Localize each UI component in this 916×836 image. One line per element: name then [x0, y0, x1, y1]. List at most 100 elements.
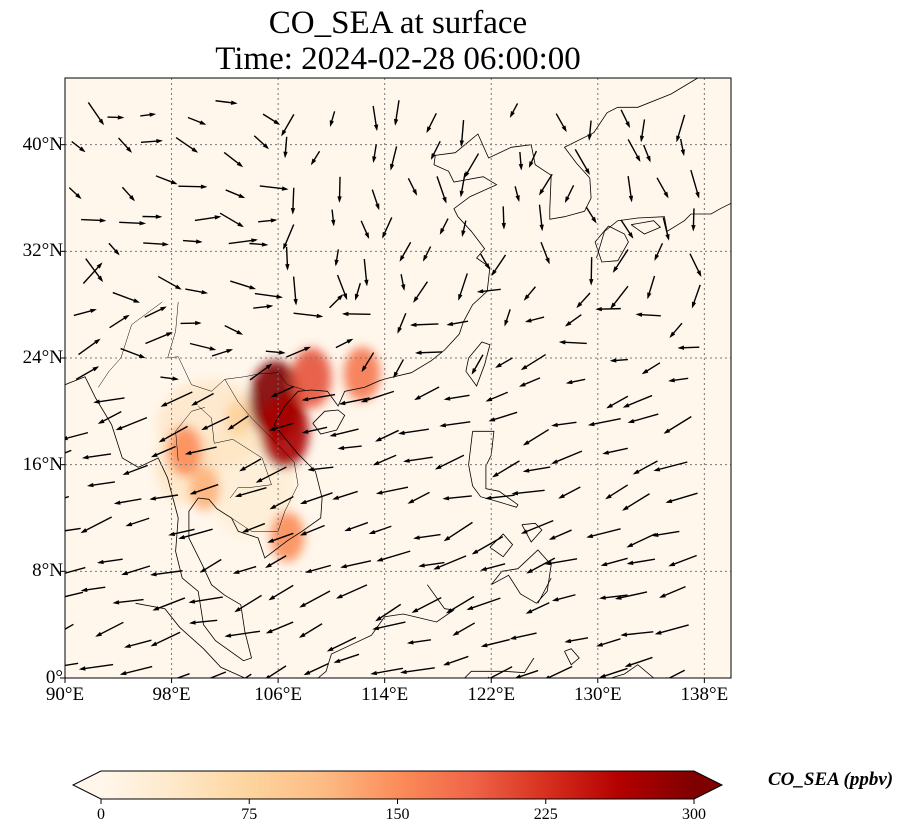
- wind-arrow: [492, 460, 520, 478]
- wind-arrow: [299, 590, 331, 608]
- wind-arrow: [484, 494, 515, 501]
- colorbar: [71, 770, 724, 804]
- wind-arrow: [65, 431, 89, 441]
- wind-arrow: [564, 184, 575, 204]
- wind-arrow: [691, 284, 701, 309]
- wind-arrow: [480, 253, 490, 270]
- wind-arrow: [643, 144, 651, 163]
- wind-arrow: [439, 421, 471, 428]
- x-tick-label: 98°E: [152, 684, 191, 705]
- wind-arrow: [458, 273, 468, 301]
- wind-arrow: [241, 522, 266, 533]
- wind-arrow: [446, 320, 469, 327]
- wind-arrow: [622, 394, 653, 408]
- wind-arrow: [609, 358, 628, 363]
- wind-arrow: [610, 285, 629, 309]
- wind-arrow: [659, 585, 686, 598]
- wind-arrow: [443, 521, 473, 542]
- wind-arrow: [178, 528, 213, 540]
- wind-arrow: [443, 394, 470, 401]
- wind-arrow: [413, 533, 441, 540]
- wind-arrow: [545, 665, 573, 678]
- wind-arrow: [187, 116, 207, 125]
- wind-arrow: [269, 496, 294, 510]
- wind-arrow: [85, 258, 104, 283]
- wind-arrow: [585, 206, 597, 224]
- wind-arrow: [599, 594, 628, 600]
- co-hotspot: [270, 511, 305, 562]
- wind-arrow: [255, 466, 287, 483]
- wind-arrow: [329, 428, 359, 437]
- wind-arrow: [73, 308, 97, 317]
- wind-arrow: [445, 595, 475, 614]
- wind-arrow: [249, 242, 269, 247]
- wind-arrow: [155, 175, 178, 185]
- wind-arrow: [188, 596, 223, 604]
- wind-arrow: [303, 662, 329, 676]
- wind-arrow: [140, 112, 157, 117]
- colorbar-tick-label: 75: [241, 806, 258, 823]
- wind-arrow: [265, 350, 286, 355]
- wind-arrow: [626, 532, 657, 548]
- wind-arrow: [669, 322, 683, 338]
- wind-arrow: [564, 637, 589, 644]
- wind-arrow: [180, 320, 202, 326]
- wind-arrow: [158, 425, 188, 443]
- wind-arrow: [612, 249, 629, 273]
- wind-arrow: [587, 120, 592, 141]
- wind-arrow: [596, 638, 621, 647]
- wind-arrow: [305, 564, 332, 573]
- wind-arrow: [145, 332, 173, 345]
- wind-arrow: [641, 362, 661, 375]
- wind-arrow: [117, 137, 133, 153]
- wind-arrow: [201, 416, 230, 431]
- wind-arrow: [635, 312, 661, 317]
- wind-arrow: [149, 494, 179, 501]
- wind-arrow: [191, 392, 214, 406]
- wind-arrow: [189, 619, 218, 625]
- wind-arrow: [622, 493, 650, 511]
- wind-arrow: [551, 450, 583, 464]
- wind-arrow: [283, 136, 288, 159]
- wind-arrow: [522, 428, 550, 446]
- wind-arrow: [372, 144, 377, 163]
- wind-arrow: [544, 558, 578, 566]
- wind-arrow: [370, 667, 404, 676]
- wind-arrow: [124, 639, 152, 648]
- wind-arrow: [488, 411, 518, 422]
- wind-arrow: [253, 304, 274, 309]
- wind-arrow: [310, 150, 321, 166]
- x-tick-label: 130°E: [573, 684, 622, 705]
- coastline-segment: [490, 549, 552, 604]
- wind-arrow: [185, 288, 209, 295]
- colorbar-extend-high: [694, 771, 722, 799]
- wind-arrow: [495, 357, 513, 368]
- wind-arrow: [93, 397, 125, 404]
- wind-arrow: [326, 636, 357, 652]
- wind-arrow: [654, 242, 664, 261]
- wind-arrow: [168, 528, 195, 536]
- wind-arrow: [108, 242, 120, 256]
- wind-arrow: [476, 288, 501, 294]
- wind-arrow: [620, 109, 631, 129]
- wind-arrow: [400, 667, 435, 675]
- wind-arrow: [95, 621, 124, 637]
- wind-arrow: [219, 212, 244, 228]
- wind-arrow: [632, 460, 658, 475]
- coastline-segment: [465, 341, 491, 387]
- wind-arrow: [654, 624, 689, 635]
- wind-arrow: [125, 517, 150, 527]
- wind-arrow: [122, 464, 148, 475]
- coastline-segment: [610, 664, 654, 678]
- wind-arrow: [199, 558, 222, 573]
- wind-arrow: [239, 458, 262, 472]
- wind-arrow: [112, 291, 141, 303]
- wind-arrow: [382, 217, 393, 239]
- wind-arrow: [189, 483, 219, 495]
- border-segment: [224, 379, 299, 532]
- plot-title: CO_SEA at surface: [268, 5, 528, 41]
- wind-arrow: [627, 176, 634, 203]
- wind-arrow: [524, 316, 545, 323]
- wind-arrow: [290, 187, 296, 215]
- wind-arrow: [87, 102, 105, 126]
